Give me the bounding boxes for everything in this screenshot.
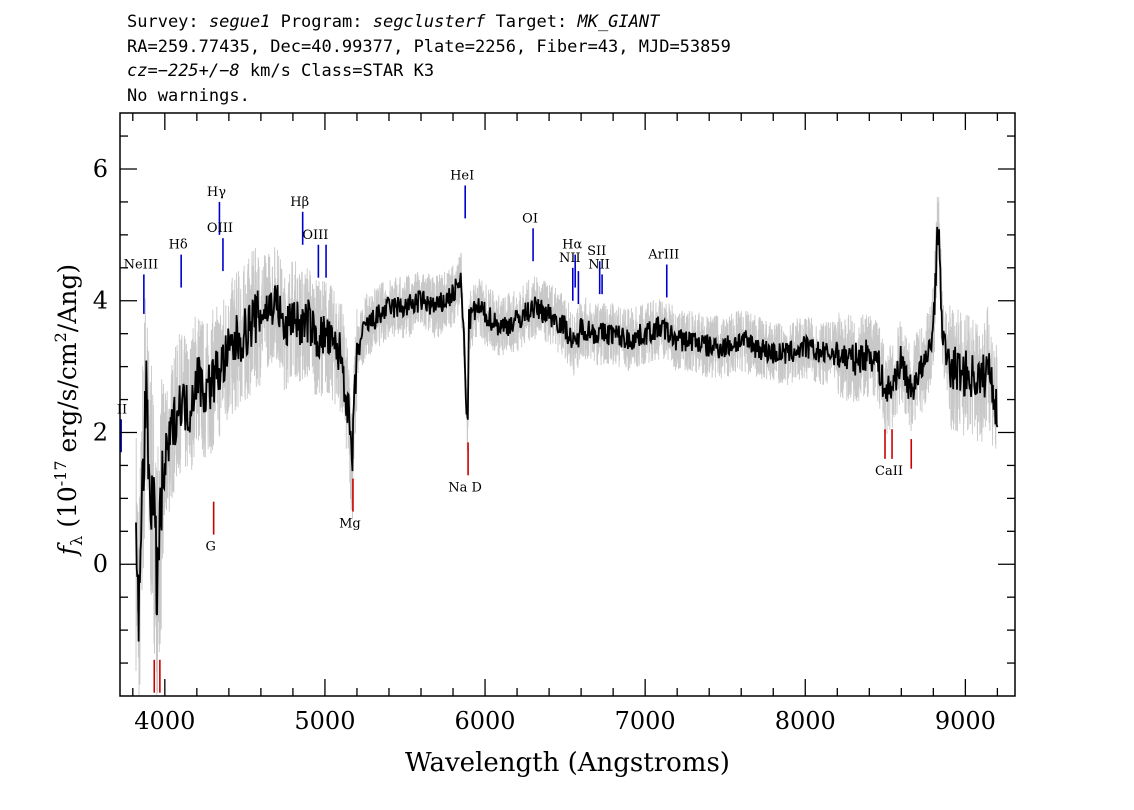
noise-band: [135, 196, 998, 697]
emission-line-label: SII: [587, 244, 606, 259]
y-axis-title-part: /Ang): [53, 264, 82, 332]
x-tick-label: 7000: [615, 707, 676, 735]
y-axis-title-part: -17: [51, 460, 70, 486]
emission-line-label: NeIII: [124, 257, 158, 272]
absorption-line-label: Mg: [339, 517, 361, 532]
y-axis-title-part: erg/s/cm: [53, 342, 82, 460]
target-value: MK_GIANT: [577, 12, 660, 32]
target-label: Target:: [495, 12, 568, 32]
flux-series-line: [135, 226, 999, 642]
header-line-1: Survey: segue1 Program: segclusterf Targ…: [127, 10, 731, 35]
absorption-line-label: G: [205, 540, 215, 555]
emission-line-label: HeI: [450, 168, 474, 183]
noise-trace: [135, 196, 998, 697]
emission-line-label: Hβ: [290, 195, 309, 210]
cz-unit-class: km/s Class=STAR K3: [249, 61, 435, 81]
x-tick-label: 4000: [134, 707, 195, 735]
x-tick-label: 6000: [455, 707, 516, 735]
x-tick-label: 5000: [294, 707, 355, 735]
x-tick-label: 9000: [935, 707, 996, 735]
y-tick-label: 2: [93, 418, 108, 446]
cz-value: −225+/−8: [157, 61, 240, 81]
emission-line-label: Hγ: [207, 185, 226, 200]
emission-line-label: OIII: [207, 221, 233, 236]
y-tick-label: 0: [93, 550, 108, 578]
emission-line-label: Hδ: [169, 238, 188, 253]
flux-line-layer: [135, 226, 999, 642]
plot-frame: [119, 112, 1016, 697]
y-axis-title-part: f: [53, 542, 82, 557]
axis-ticks: 4000 5000 6000 7000 8000 9000 0 2 4 6: [93, 113, 1015, 735]
absorption-line-label: CaII: [875, 464, 903, 479]
emission-line-label: Hα: [562, 238, 582, 253]
y-axis-title-part: 2: [51, 332, 70, 342]
y-axis-title-part: λ: [67, 536, 86, 546]
emission-line-label: ArIII: [647, 248, 679, 263]
program-value: segclusterf: [372, 12, 486, 32]
y-axis-title-text: fλ (10-17 erg/s/cm2/Ang): [51, 264, 86, 557]
y-axis-title: fλ (10-17 erg/s/cm2/Ang): [51, 264, 86, 557]
header-line-4: No warnings.: [127, 85, 250, 106]
y-axis-title-part: (10: [53, 486, 82, 536]
absorption-line-label: Na D: [448, 480, 482, 495]
y-tick-label: 4: [93, 287, 108, 315]
header-line-3: cz=−225+/−8 km/s Class=STAR K3: [127, 59, 731, 84]
emission-line-label: NII: [588, 257, 610, 272]
x-tick-label: 8000: [775, 707, 836, 735]
cz-label: cz=: [127, 61, 158, 81]
header-line-2: RA=259.77435, Dec=40.99377, Plate=2256, …: [127, 36, 731, 57]
x-axis-title: Wavelength (Angstroms): [405, 748, 730, 778]
emission-line-label: OI: [522, 211, 538, 226]
emission-line-label: II: [117, 402, 127, 417]
emission-line-label: NII: [559, 251, 581, 266]
survey-label: Survey:: [127, 12, 199, 32]
program-label: Program:: [280, 12, 363, 32]
y-tick-label: 6: [93, 155, 108, 183]
survey-value: segue1: [208, 12, 271, 32]
spectrum-header: Survey: segue1 Program: segclusterf Targ…: [127, 10, 731, 108]
emission-line-label: OIII: [302, 228, 328, 243]
